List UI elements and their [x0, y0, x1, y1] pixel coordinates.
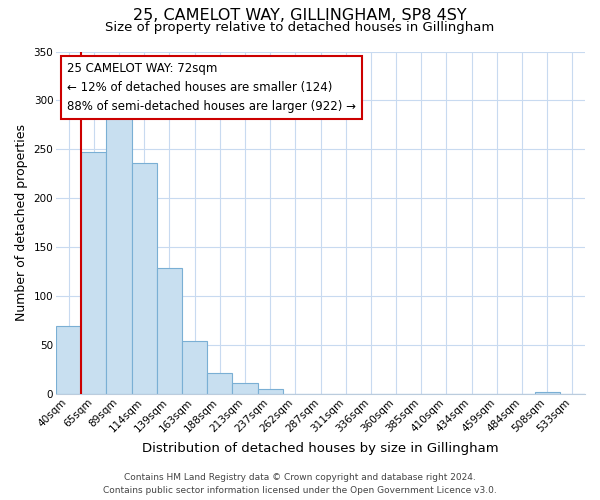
Bar [157, 268, 182, 394]
Bar [535, 392, 560, 394]
Bar [131, 163, 157, 394]
Y-axis label: Number of detached properties: Number of detached properties [15, 124, 28, 322]
Bar [182, 341, 207, 394]
Text: Contains HM Land Registry data © Crown copyright and database right 2024.
Contai: Contains HM Land Registry data © Crown c… [103, 474, 497, 495]
Bar [232, 384, 257, 394]
Bar [106, 116, 131, 394]
Text: 25 CAMELOT WAY: 72sqm
← 12% of detached houses are smaller (124)
88% of semi-det: 25 CAMELOT WAY: 72sqm ← 12% of detached … [67, 62, 356, 113]
Bar [56, 326, 81, 394]
Text: Size of property relative to detached houses in Gillingham: Size of property relative to detached ho… [106, 21, 494, 34]
Bar [257, 389, 283, 394]
Bar [81, 152, 106, 394]
X-axis label: Distribution of detached houses by size in Gillingham: Distribution of detached houses by size … [142, 442, 499, 455]
Text: 25, CAMELOT WAY, GILLINGHAM, SP8 4SY: 25, CAMELOT WAY, GILLINGHAM, SP8 4SY [133, 8, 467, 22]
Bar [207, 372, 232, 394]
